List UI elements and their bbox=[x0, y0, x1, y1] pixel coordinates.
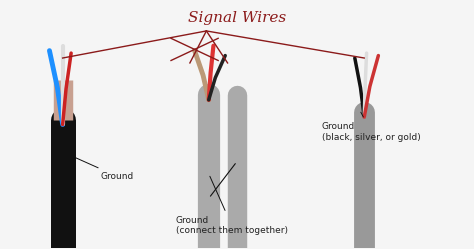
Text: Ground: Ground bbox=[70, 155, 134, 181]
Text: Ground
(connect them together): Ground (connect them together) bbox=[176, 176, 288, 235]
Text: Signal Wires: Signal Wires bbox=[188, 11, 286, 25]
Text: Ground
(black, silver, or gold): Ground (black, silver, or gold) bbox=[322, 112, 420, 142]
